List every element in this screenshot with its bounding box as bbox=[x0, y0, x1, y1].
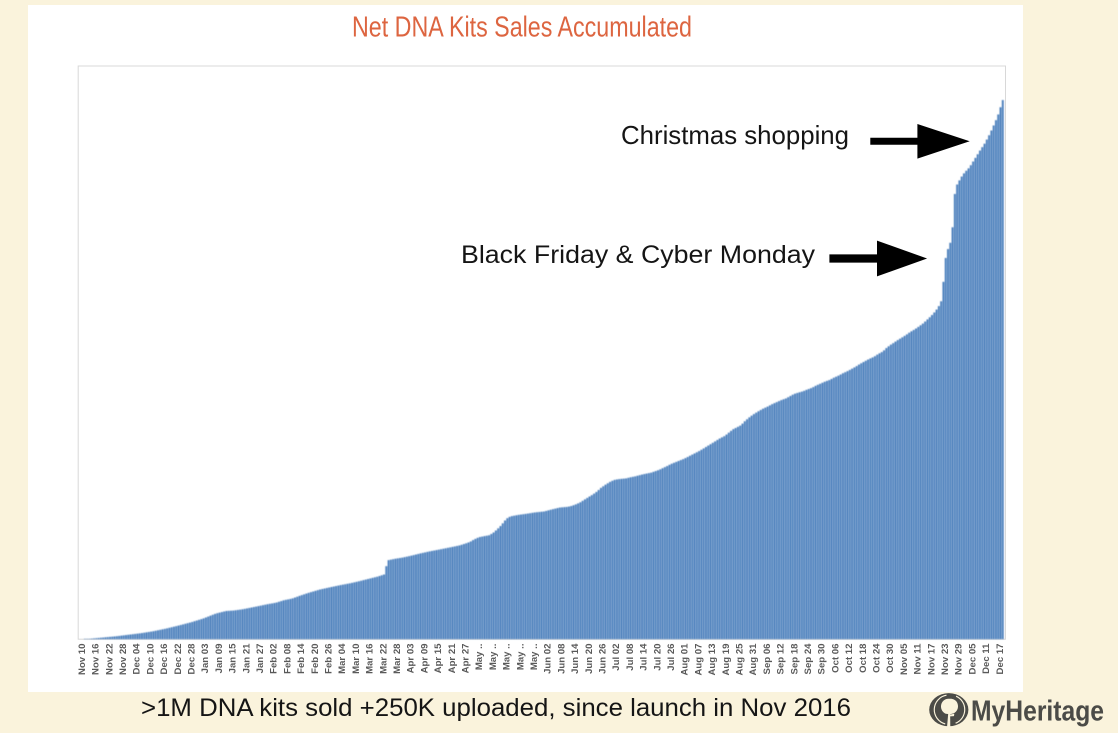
svg-text:Aug 13: Aug 13 bbox=[707, 644, 718, 676]
svg-text:Jul 20: Jul 20 bbox=[652, 644, 663, 671]
svg-text:Aug 19: Aug 19 bbox=[721, 644, 732, 676]
svg-text:Nov 28: Nov 28 bbox=[118, 643, 129, 675]
svg-text:May ..: May .. bbox=[474, 644, 485, 671]
svg-text:Dec 16: Dec 16 bbox=[159, 644, 170, 675]
svg-text:Aug 25: Aug 25 bbox=[735, 643, 746, 676]
svg-text:Feb 02: Feb 02 bbox=[269, 644, 280, 674]
svg-text:Dec 17: Dec 17 bbox=[995, 644, 1006, 675]
svg-text:Feb 26: Feb 26 bbox=[324, 644, 335, 674]
svg-text:Aug 31: Aug 31 bbox=[748, 643, 759, 676]
svg-text:Jul 02: Jul 02 bbox=[611, 644, 622, 671]
svg-text:Sep 06: Sep 06 bbox=[762, 644, 773, 675]
svg-text:Jul 26: Jul 26 bbox=[666, 644, 677, 671]
svg-text:Sep 12: Sep 12 bbox=[776, 644, 787, 675]
svg-text:Jun 26: Jun 26 bbox=[598, 644, 609, 674]
svg-text:Aug 07: Aug 07 bbox=[693, 644, 704, 676]
svg-text:>1M DNA kits sold +250K upload: >1M DNA kits sold +250K uploaded, since … bbox=[141, 694, 851, 722]
svg-text:Sep 24: Sep 24 bbox=[803, 643, 814, 675]
svg-text:Mar 04: Mar 04 bbox=[337, 643, 348, 674]
svg-text:May ..: May .. bbox=[515, 644, 526, 671]
svg-text:Apr 03: Apr 03 bbox=[406, 644, 417, 674]
svg-text:Black Friday & Cyber Monday: Black Friday & Cyber Monday bbox=[461, 241, 816, 269]
svg-text:Feb 14: Feb 14 bbox=[296, 643, 307, 674]
svg-text:Dec 10: Dec 10 bbox=[145, 644, 156, 675]
svg-text:Nov 22: Nov 22 bbox=[104, 644, 115, 675]
svg-text:Apr 09: Apr 09 bbox=[419, 644, 430, 674]
svg-text:Jun 08: Jun 08 bbox=[556, 643, 567, 674]
svg-text:Nov 10: Nov 10 bbox=[77, 644, 88, 675]
svg-text:May ..: May .. bbox=[502, 644, 513, 671]
svg-text:Mar 16: Mar 16 bbox=[365, 644, 376, 674]
svg-text:Mar 22: Mar 22 bbox=[378, 644, 389, 674]
svg-text:Nov 11: Nov 11 bbox=[913, 643, 924, 675]
svg-text:Apr 21: Apr 21 bbox=[447, 643, 458, 674]
svg-text:Apr 15: Apr 15 bbox=[433, 643, 444, 674]
svg-text:Nov 05: Nov 05 bbox=[899, 643, 910, 675]
svg-text:Dec 11: Dec 11 bbox=[981, 643, 992, 674]
svg-text:Aug 01: Aug 01 bbox=[680, 643, 691, 676]
svg-text:Sep 18: Sep 18 bbox=[789, 643, 800, 675]
svg-text:Jan 15: Jan 15 bbox=[228, 643, 239, 674]
svg-text:Jul 08: Jul 08 bbox=[625, 643, 636, 671]
svg-text:Feb 20: Feb 20 bbox=[310, 644, 321, 674]
svg-text:Jan 03: Jan 03 bbox=[200, 644, 211, 674]
svg-text:MyHeritage: MyHeritage bbox=[971, 696, 1104, 728]
svg-text:Net DNA Kits Sales Accumulated: Net DNA Kits Sales Accumulated bbox=[352, 12, 692, 44]
svg-text:Nov 17: Nov 17 bbox=[926, 644, 937, 675]
svg-text:Dec 28: Dec 28 bbox=[187, 643, 198, 675]
svg-text:Dec 05: Dec 05 bbox=[967, 643, 978, 675]
svg-text:Oct 24: Oct 24 bbox=[872, 643, 883, 673]
svg-text:Feb 08: Feb 08 bbox=[282, 643, 293, 674]
svg-text:Dec 04: Dec 04 bbox=[132, 643, 143, 675]
svg-text:Dec 22: Dec 22 bbox=[173, 644, 184, 675]
svg-text:Jan 21: Jan 21 bbox=[241, 643, 252, 674]
svg-text:Christmas shopping: Christmas shopping bbox=[621, 120, 849, 150]
svg-text:Jun 14: Jun 14 bbox=[570, 643, 581, 674]
svg-text:Apr 27: Apr 27 bbox=[461, 644, 472, 674]
svg-text:Jun 20: Jun 20 bbox=[584, 644, 595, 674]
svg-text:Jan 27: Jan 27 bbox=[255, 644, 266, 674]
svg-text:Nov 23: Nov 23 bbox=[940, 644, 951, 675]
svg-text:Jul 14: Jul 14 bbox=[639, 643, 650, 671]
svg-text:Nov 29: Nov 29 bbox=[954, 644, 965, 675]
svg-text:Sep 30: Sep 30 bbox=[817, 644, 828, 675]
svg-text:Oct 12: Oct 12 bbox=[844, 644, 855, 673]
svg-text:Mar 28: Mar 28 bbox=[392, 643, 403, 674]
svg-text:Oct 30: Oct 30 bbox=[885, 644, 896, 673]
svg-text:May ..: May .. bbox=[529, 644, 540, 671]
svg-text:Jun 02: Jun 02 bbox=[543, 644, 554, 674]
svg-text:Nov 16: Nov 16 bbox=[91, 644, 102, 675]
svg-text:Jan 09: Jan 09 bbox=[214, 644, 225, 674]
svg-text:Mar 10: Mar 10 bbox=[351, 644, 362, 674]
svg-text:Oct 18: Oct 18 bbox=[858, 643, 869, 673]
svg-text:Oct 06: Oct 06 bbox=[830, 644, 841, 673]
svg-text:May ..: May .. bbox=[488, 644, 499, 671]
